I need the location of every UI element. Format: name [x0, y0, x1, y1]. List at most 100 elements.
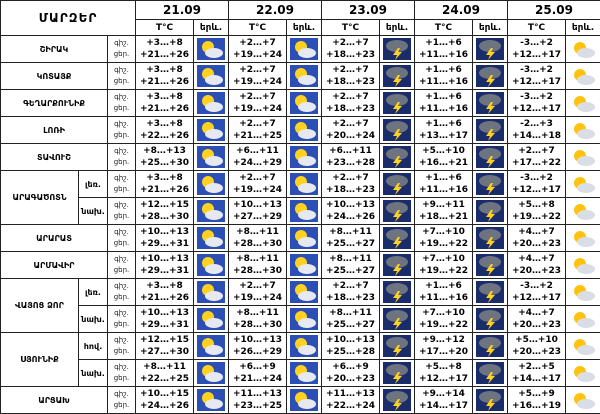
region-name: ԱՐԱԳԱԾՈՏՆ [0, 170, 79, 225]
day-temp: +23…+28 [325, 158, 376, 168]
night-temp: +10…+13 [139, 254, 190, 264]
night-temp: +2…+7 [239, 38, 276, 48]
weather-icon [383, 389, 412, 411]
weather-icon [197, 146, 226, 168]
weather-icon [383, 254, 412, 276]
weather-icon [290, 389, 319, 411]
weather-icon [383, 119, 412, 141]
night-temp: +8…+11 [329, 308, 372, 318]
night-temp: -3…+2 [520, 38, 553, 48]
day-temp: +17…+22 [511, 158, 562, 168]
icon-cell [565, 278, 600, 306]
day-temp: +25…+27 [325, 266, 376, 276]
weather-icon [574, 204, 596, 220]
day-temp: +17…+20 [418, 347, 469, 357]
temp-cell: -3…+2 +12…+17 [507, 89, 567, 117]
day-temp: +28…+30 [139, 212, 190, 222]
day-temp: +19…+24 [232, 77, 283, 87]
temp-cell: +3…+8 +22…+26 [135, 116, 195, 144]
night-temp: -3…+2 [520, 65, 553, 75]
night-temp: +2…+7 [332, 119, 369, 129]
temp-cell: +6…+11 +23…+28 [321, 143, 381, 171]
temp-cell: +12…+15 +27…+30 [135, 332, 195, 360]
region-row: ԳԵՂԱՐՔՈՒՆԻՔ գիշ. ցեր. +3…+8 +21…+26 +2…+7 +19…… [0, 89, 600, 117]
icon-cell [565, 224, 600, 252]
day-label: ցեր. [113, 77, 130, 85]
icon-label: երև. [472, 19, 509, 36]
temp-cell: +8…+11 +28…+30 [228, 305, 288, 333]
weather-icon [383, 227, 412, 249]
icon-cell [379, 62, 416, 90]
day-temp: +12…+17 [418, 374, 469, 384]
temp-cell: +3…+8 +21…+26 [135, 35, 195, 63]
day-label: ցեր. [113, 347, 130, 355]
night-temp: +1…+6 [425, 173, 462, 183]
day-temp: +20…+23 [511, 347, 562, 357]
day-temp: +14…+18 [511, 131, 562, 141]
weather-icon [476, 308, 505, 330]
night-label: գիշ. [114, 255, 129, 263]
icon-cell [565, 359, 600, 387]
day-label: ցեր. [113, 401, 130, 409]
icon-cell [472, 359, 509, 387]
temp-cell: +4…+7 +20…+23 [507, 224, 567, 252]
icon-cell [193, 332, 230, 360]
icon-cell [379, 143, 416, 171]
weather-icon [476, 119, 505, 141]
icon-cell [472, 197, 509, 225]
icon-cell [379, 89, 416, 117]
night-temp: +2…+7 [239, 281, 276, 291]
day-temp: +20…+23 [511, 266, 562, 276]
temp-cell: +3…+8 +21…+26 [135, 89, 195, 117]
day-temp: +18…+23 [325, 185, 376, 195]
night-label: գիշ. [114, 66, 129, 74]
icon-cell [379, 251, 416, 279]
weather-icon [476, 254, 505, 276]
night-temp: +1…+6 [425, 38, 462, 48]
day-label: ցեր. [113, 212, 130, 220]
weather-icon [383, 308, 412, 330]
night-label: գիշ. [114, 363, 129, 371]
night-temp: +9…+12 [422, 335, 465, 345]
day-label: ցեր. [113, 131, 130, 139]
temp-cell: +10…+15 +24…+26 [135, 386, 195, 414]
weather-icon [290, 92, 319, 114]
night-day-labels: գիշ. ցեր. [106, 170, 137, 198]
temp-cell: +5…+8 +12…+17 [414, 359, 474, 387]
weather-icon [197, 335, 226, 357]
day-temp: +19…+22 [511, 212, 562, 222]
weather-icon [476, 227, 505, 249]
day-temp: +20…+24 [325, 131, 376, 141]
temp-cell: +5…+9 +16…+19 [507, 386, 567, 414]
night-temp: +3…+8 [146, 92, 183, 102]
weather-icon [574, 96, 596, 112]
weather-icon [197, 254, 226, 276]
night-temp: +8…+11 [236, 254, 279, 264]
day-label: ցեր. [113, 320, 130, 328]
region-name: ԱՐՄԱՎԻՐ [0, 251, 108, 279]
night-temp: +2…+7 [332, 38, 369, 48]
weather-icon [197, 92, 226, 114]
icon-cell [565, 143, 600, 171]
night-day-labels: գիշ. ցեր. [106, 89, 137, 117]
temp-cell: +2…+7 +19…+24 [228, 89, 288, 117]
night-temp: +3…+8 [146, 38, 183, 48]
temp-label: T°C [135, 19, 195, 36]
night-temp: +10…+15 [139, 389, 190, 399]
day-temp: +20…+23 [511, 320, 562, 330]
sub-area: նախ. [78, 305, 108, 333]
icon-label: երև. [565, 19, 600, 36]
night-temp: +7…+10 [422, 254, 465, 264]
day-temp: +16…+19 [511, 401, 562, 411]
temp-cell: +2…+7 +20…+24 [321, 116, 381, 144]
icon-cell [565, 251, 600, 279]
day-temp: +27…+29 [232, 212, 283, 222]
weather-icon [476, 65, 505, 87]
region-row: ՏԱՎՈՒՇ գիշ. ցեր. +8…+13 +25…+30 +6…+11 +24…+29… [0, 143, 600, 171]
day-temp: +21…+25 [232, 131, 283, 141]
temp-cell: +3…+8 +21…+26 [135, 170, 195, 198]
icon-cell [379, 359, 416, 387]
weather-icon [197, 362, 226, 384]
night-day-labels: գիշ. ցեր. [106, 35, 137, 63]
night-temp: +8…+11 [143, 362, 186, 372]
